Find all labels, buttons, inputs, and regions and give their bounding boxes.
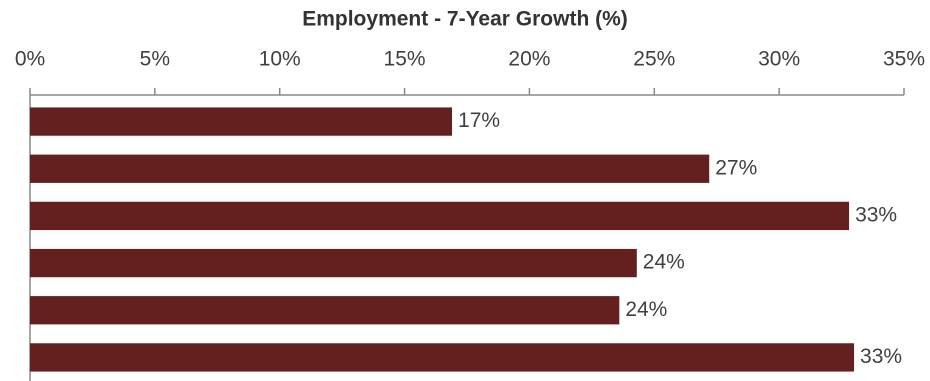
bar bbox=[30, 154, 710, 183]
chart-title: Employment - 7-Year Growth (%) bbox=[302, 8, 628, 31]
bar bbox=[30, 107, 453, 136]
value-label: 24% bbox=[625, 298, 667, 321]
bar bbox=[30, 201, 850, 231]
value-label: 27% bbox=[715, 156, 757, 179]
value-label: 33% bbox=[860, 345, 902, 368]
bar bbox=[30, 248, 637, 278]
x-tick-label: 10% bbox=[259, 48, 301, 71]
x-tick-label: 0% bbox=[15, 48, 45, 71]
bar bbox=[30, 343, 855, 372]
x-tick-label: 25% bbox=[633, 48, 675, 71]
value-label: 24% bbox=[643, 251, 685, 274]
bar bbox=[30, 296, 620, 325]
value-label: 17% bbox=[458, 109, 500, 132]
x-tick-label: 5% bbox=[140, 48, 170, 71]
value-label: 33% bbox=[855, 203, 897, 226]
x-tick-label: 15% bbox=[384, 48, 426, 71]
x-tick-label: 35% bbox=[883, 48, 925, 71]
x-tick-label: 20% bbox=[508, 48, 550, 71]
x-tick-label: 30% bbox=[758, 48, 800, 71]
